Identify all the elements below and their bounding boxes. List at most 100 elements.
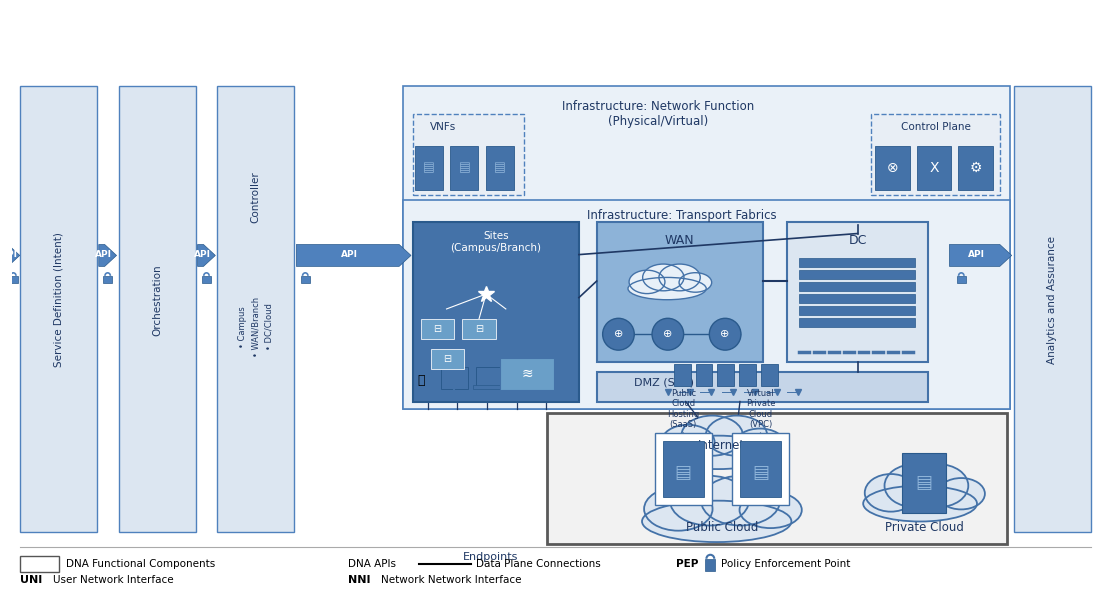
FancyBboxPatch shape (596, 372, 927, 402)
FancyBboxPatch shape (695, 364, 713, 386)
FancyBboxPatch shape (739, 441, 781, 497)
FancyBboxPatch shape (705, 559, 715, 571)
Text: API: API (968, 250, 986, 259)
FancyBboxPatch shape (415, 146, 442, 189)
FancyBboxPatch shape (20, 556, 59, 572)
FancyBboxPatch shape (412, 223, 579, 402)
Circle shape (652, 318, 684, 350)
Text: Analytics and Assurance: Analytics and Assurance (1047, 236, 1057, 364)
Text: NNI: NNI (348, 575, 371, 585)
FancyBboxPatch shape (800, 306, 915, 315)
FancyBboxPatch shape (499, 358, 554, 390)
FancyBboxPatch shape (548, 414, 1006, 544)
FancyBboxPatch shape (788, 223, 927, 362)
Text: ⊟: ⊟ (443, 354, 452, 364)
FancyBboxPatch shape (916, 146, 952, 189)
Ellipse shape (629, 270, 664, 293)
FancyBboxPatch shape (1013, 86, 1091, 532)
Polygon shape (296, 245, 411, 267)
Text: Network Network Interface: Network Network Interface (382, 575, 521, 585)
Text: DC: DC (848, 234, 867, 247)
Ellipse shape (909, 464, 968, 507)
Polygon shape (7, 245, 20, 267)
Text: ⊗: ⊗ (887, 161, 899, 174)
FancyBboxPatch shape (462, 319, 496, 339)
FancyBboxPatch shape (800, 318, 915, 327)
FancyBboxPatch shape (662, 441, 704, 497)
FancyBboxPatch shape (800, 283, 915, 292)
Text: ▤: ▤ (494, 161, 506, 174)
Text: Service Definition (Intent): Service Definition (Intent) (53, 233, 64, 368)
Text: Public Cloud: Public Cloud (685, 521, 758, 534)
Ellipse shape (701, 476, 780, 525)
Text: DNA APIs: DNA APIs (348, 559, 396, 569)
Ellipse shape (645, 487, 713, 531)
FancyBboxPatch shape (473, 384, 507, 389)
FancyBboxPatch shape (103, 276, 112, 283)
Text: ⚙: ⚙ (969, 161, 982, 174)
Text: ⊟: ⊟ (475, 324, 483, 334)
FancyBboxPatch shape (403, 86, 1010, 409)
Text: • Campus
• WAN/Branch
• DC/Cloud: • Campus • WAN/Branch • DC/Cloud (239, 297, 274, 357)
Text: Virtual
Private
Cloud
(VPC): Virtual Private Cloud (VPC) (746, 389, 776, 429)
Ellipse shape (660, 436, 777, 469)
Text: WAN: WAN (664, 234, 694, 247)
Text: ⊕: ⊕ (614, 329, 623, 339)
Text: ⊕: ⊕ (663, 329, 672, 339)
FancyBboxPatch shape (957, 276, 966, 283)
FancyBboxPatch shape (431, 349, 464, 369)
Text: UNI: UNI (20, 575, 42, 585)
FancyBboxPatch shape (800, 295, 915, 303)
FancyBboxPatch shape (536, 361, 551, 389)
FancyBboxPatch shape (119, 86, 196, 532)
FancyBboxPatch shape (902, 453, 946, 513)
Text: DNA Functional Components: DNA Functional Components (66, 559, 216, 569)
FancyBboxPatch shape (421, 319, 454, 339)
Ellipse shape (937, 478, 984, 509)
Circle shape (603, 318, 635, 350)
Polygon shape (198, 245, 216, 267)
FancyBboxPatch shape (476, 367, 504, 387)
FancyBboxPatch shape (761, 364, 778, 386)
Ellipse shape (681, 415, 742, 456)
Text: ⊕: ⊕ (720, 329, 729, 339)
Text: API: API (1, 250, 18, 259)
Text: API: API (96, 250, 112, 259)
Ellipse shape (628, 277, 706, 300)
Text: Public
Cloud
Hosting
(SaaS): Public Cloud Hosting (SaaS) (668, 389, 700, 429)
Text: Control Plane: Control Plane (901, 122, 970, 132)
Ellipse shape (736, 428, 784, 458)
FancyBboxPatch shape (412, 114, 524, 196)
Text: ⊟: ⊟ (433, 324, 442, 334)
Polygon shape (949, 245, 1012, 267)
Text: Orchestration: Orchestration (152, 264, 162, 336)
FancyBboxPatch shape (218, 86, 295, 532)
FancyBboxPatch shape (486, 146, 514, 189)
FancyBboxPatch shape (451, 146, 478, 189)
FancyBboxPatch shape (202, 276, 211, 283)
Circle shape (710, 318, 741, 350)
FancyBboxPatch shape (514, 363, 528, 389)
Ellipse shape (679, 273, 712, 292)
Ellipse shape (739, 492, 802, 528)
Text: User Network Interface: User Network Interface (53, 575, 174, 585)
Polygon shape (99, 245, 117, 267)
Text: X: X (930, 161, 939, 174)
FancyBboxPatch shape (871, 114, 1000, 196)
Text: Infrastructure: Transport Fabrics: Infrastructure: Transport Fabrics (587, 209, 777, 222)
FancyBboxPatch shape (739, 364, 756, 386)
FancyBboxPatch shape (300, 276, 310, 283)
FancyBboxPatch shape (958, 146, 993, 189)
Text: Private Cloud: Private Cloud (884, 521, 964, 534)
Text: 📶: 📶 (417, 374, 425, 387)
Ellipse shape (642, 500, 791, 542)
Ellipse shape (864, 486, 977, 521)
Text: API: API (194, 250, 211, 259)
Text: API: API (341, 250, 359, 259)
Ellipse shape (884, 464, 945, 507)
FancyBboxPatch shape (441, 367, 469, 389)
Ellipse shape (865, 474, 917, 512)
Text: Controller: Controller (251, 171, 261, 223)
Text: VNFs: VNFs (429, 122, 455, 132)
Ellipse shape (670, 476, 749, 525)
